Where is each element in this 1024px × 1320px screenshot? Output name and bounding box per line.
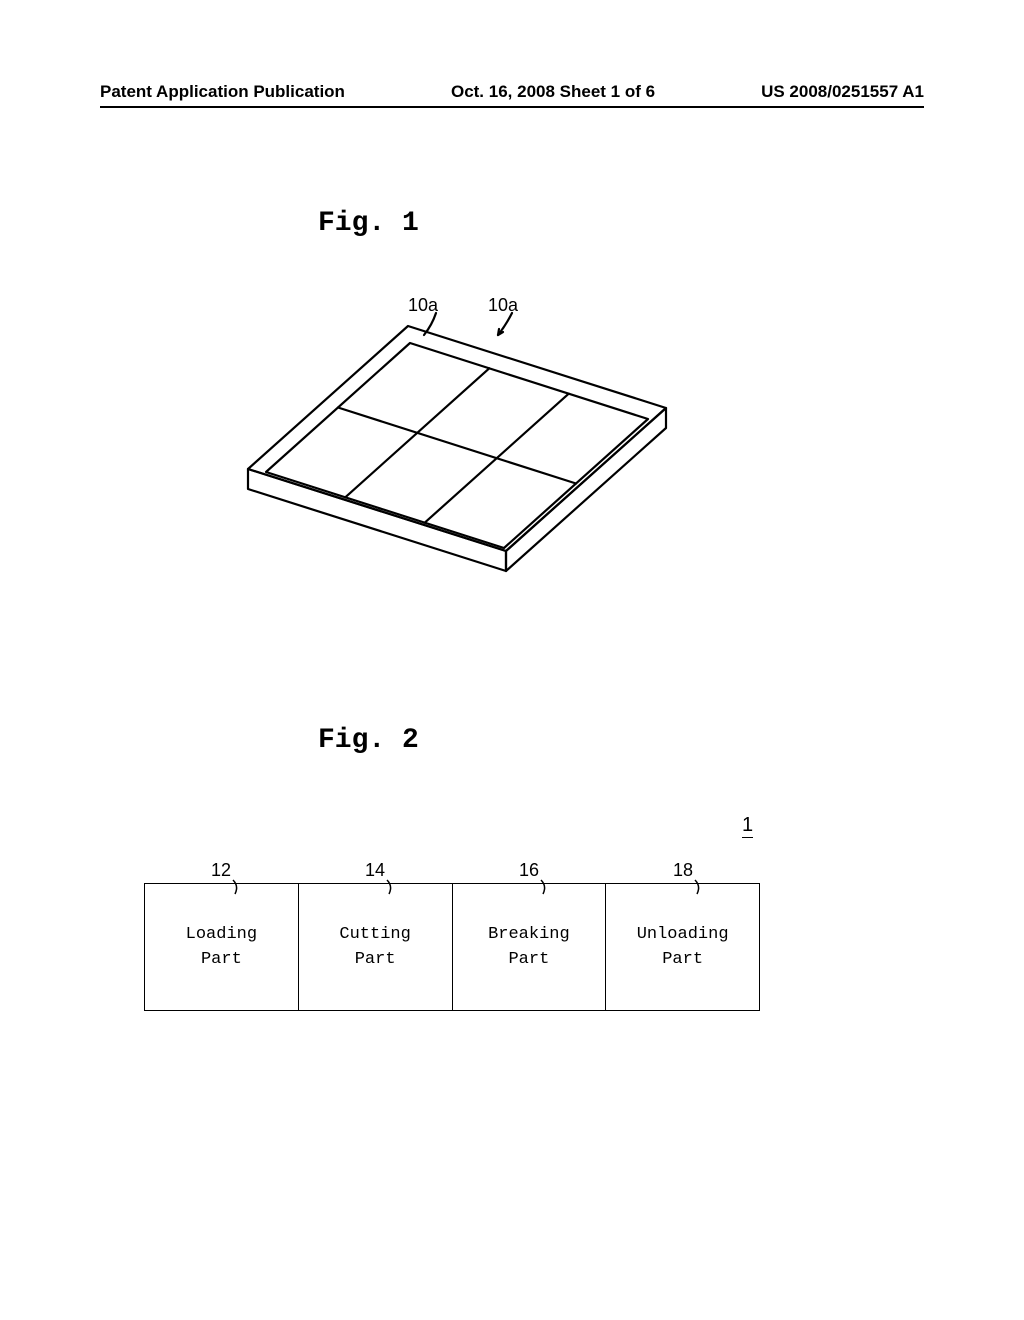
figure-2-boxes: Loading Part Cutting Part Breaking Part … — [144, 883, 760, 1011]
header-center: Oct. 16, 2008 Sheet 1 of 6 — [451, 82, 655, 102]
box-breaking-part: Breaking Part — [453, 884, 607, 1010]
leader-hook-icon — [230, 878, 248, 896]
box-loading-part: Loading Part — [145, 884, 299, 1010]
ref-num-14: 14 — [298, 860, 452, 881]
ref-num-12: 12 — [144, 860, 298, 881]
ref-num-18: 18 — [606, 860, 760, 881]
ref-label-10a-left: 10a — [408, 295, 438, 316]
box-line2: Part — [201, 947, 242, 973]
box-line1: Loading — [186, 922, 257, 948]
page-header: Patent Application Publication Oct. 16, … — [0, 82, 1024, 102]
ref-num-16: 16 — [452, 860, 606, 881]
ref-num-16-text: 16 — [519, 860, 539, 881]
box-line1: Cutting — [339, 922, 410, 948]
leader-hook-icon — [384, 878, 402, 896]
leader-hook-icon — [692, 878, 710, 896]
figure-2-ref-numbers: 12 14 16 18 — [144, 860, 760, 881]
ref-num-18-text: 18 — [673, 860, 693, 881]
header-rule — [100, 106, 924, 108]
box-unloading-part: Unloading Part — [606, 884, 759, 1010]
box-line2: Part — [355, 947, 396, 973]
figure-2-diagram: 12 14 16 18 Loading Part Cutting Part Br… — [144, 860, 760, 1011]
box-line2: Part — [662, 947, 703, 973]
figure-2-label: Fig. 2 — [318, 725, 419, 756]
box-cutting-part: Cutting Part — [299, 884, 453, 1010]
header-right: US 2008/0251557 A1 — [761, 82, 924, 102]
box-line1: Breaking — [488, 922, 570, 948]
box-line2: Part — [508, 947, 549, 973]
figure-1-diagram — [238, 293, 678, 593]
ref-num-12-text: 12 — [211, 860, 231, 881]
header-left: Patent Application Publication — [100, 82, 345, 102]
figure-1-label: Fig. 1 — [318, 208, 419, 239]
leader-hook-icon — [538, 878, 556, 896]
ref-label-1: 1 — [742, 814, 753, 838]
box-line1: Unloading — [637, 922, 729, 948]
ref-num-14-text: 14 — [365, 860, 385, 881]
ref-label-10a-right: 10a — [488, 295, 518, 316]
